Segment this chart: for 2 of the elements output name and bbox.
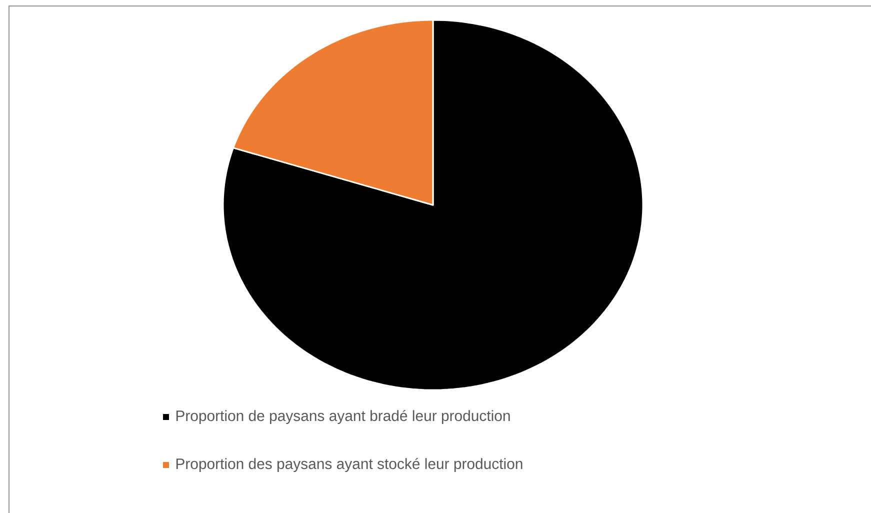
legend-label: Proportion des paysans ayant stocké leur production <box>176 458 522 472</box>
legend-label: Proportion de paysans ayant bradé leur production <box>176 410 510 424</box>
